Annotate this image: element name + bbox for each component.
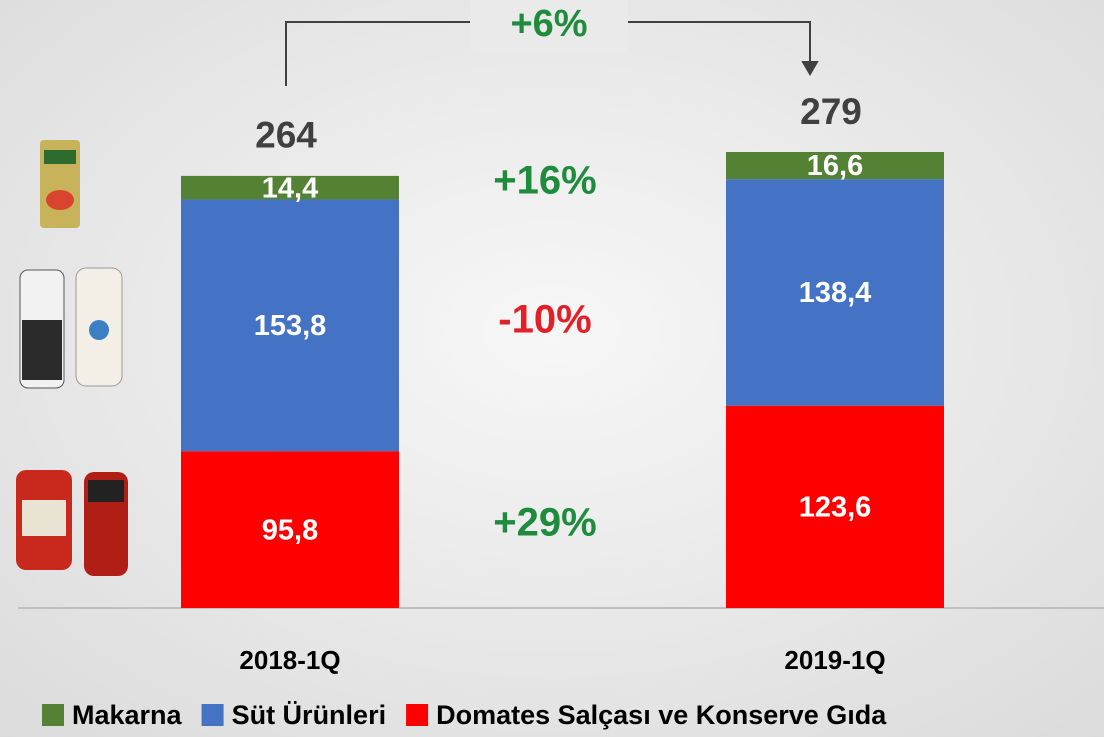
category-label: 2019-1Q <box>784 645 885 675</box>
legend-label: Makarna <box>72 700 183 730</box>
value-label: 138,4 <box>799 277 872 309</box>
total-growth: +6% <box>510 3 587 45</box>
total-label: 279 <box>800 91 862 132</box>
growth-label: +16% <box>493 159 596 203</box>
total-label: 264 <box>255 115 317 156</box>
growth-label: -10% <box>498 298 591 342</box>
chart: 95,8 153,8 14,4 264 2018-1Q 123,6 138,4 16,6 279… <box>0 0 1104 737</box>
value-label: 123,6 <box>799 492 872 524</box>
category-label: 2018-1Q <box>239 645 340 675</box>
value-label: 16,6 <box>807 150 863 182</box>
legend-swatch <box>406 704 428 726</box>
legend-swatch <box>202 704 224 726</box>
value-label: 95,8 <box>262 514 318 546</box>
legend-swatch <box>42 704 64 726</box>
legend-label: Domates Salçası ve Konserve Gıda <box>436 700 887 730</box>
value-label: 153,8 <box>254 310 327 342</box>
page: 95,8 153,8 14,4 264 2018-1Q 123,6 138,4 16,6 279… <box>0 0 1104 737</box>
legend-label: Süt Ürünleri <box>232 700 387 730</box>
value-label: 14,4 <box>262 172 318 204</box>
growth-label: +29% <box>493 501 596 545</box>
